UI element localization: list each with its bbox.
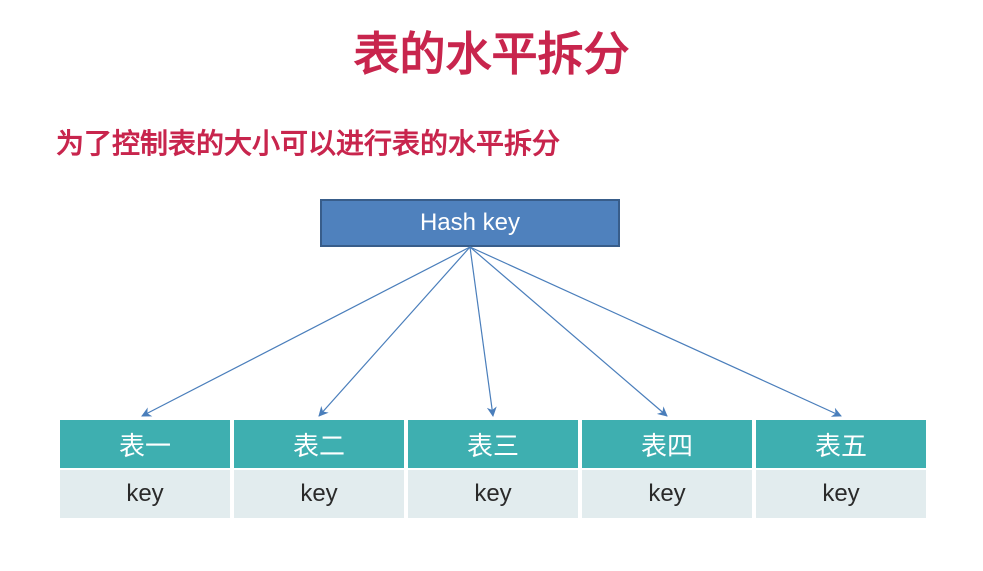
hash-key-label: Hash key: [420, 209, 520, 237]
arrow-line: [470, 247, 667, 416]
table-header-label: 表五: [815, 426, 867, 463]
title-text: 表的水平拆分: [354, 28, 630, 80]
table-header-label: 表三: [467, 426, 519, 463]
table-header: 表二: [234, 420, 404, 468]
arrow-line: [470, 247, 841, 416]
table-header: 表五: [756, 420, 926, 468]
hash-key-box: Hash key: [320, 199, 620, 247]
table-header: 表三: [408, 420, 578, 468]
arrow-line: [142, 247, 470, 416]
table-header: 表四: [582, 420, 752, 468]
arrow-line: [470, 247, 493, 416]
table-key-cell: key: [234, 470, 404, 518]
table-header-label: 表一: [119, 426, 171, 463]
page-subtitle: 为了控制表的大小可以进行表的水平拆分: [56, 122, 560, 162]
subtitle-text: 为了控制表的大小可以进行表的水平拆分: [56, 128, 560, 159]
table-key-cell: key: [408, 470, 578, 518]
table-header: 表一: [60, 420, 230, 468]
table-key-cell: key: [60, 470, 230, 518]
arrow-line: [319, 247, 470, 416]
table-header-label: 表四: [641, 426, 693, 463]
table-key-label: key: [126, 480, 163, 508]
page-title: 表的水平拆分: [0, 18, 983, 84]
table-key-label: key: [822, 480, 859, 508]
table-key-cell: key: [756, 470, 926, 518]
table-key-label: key: [648, 480, 685, 508]
table-key-label: key: [474, 480, 511, 508]
table-key-cell: key: [582, 470, 752, 518]
table-key-label: key: [300, 480, 337, 508]
table-header-label: 表二: [293, 426, 345, 463]
